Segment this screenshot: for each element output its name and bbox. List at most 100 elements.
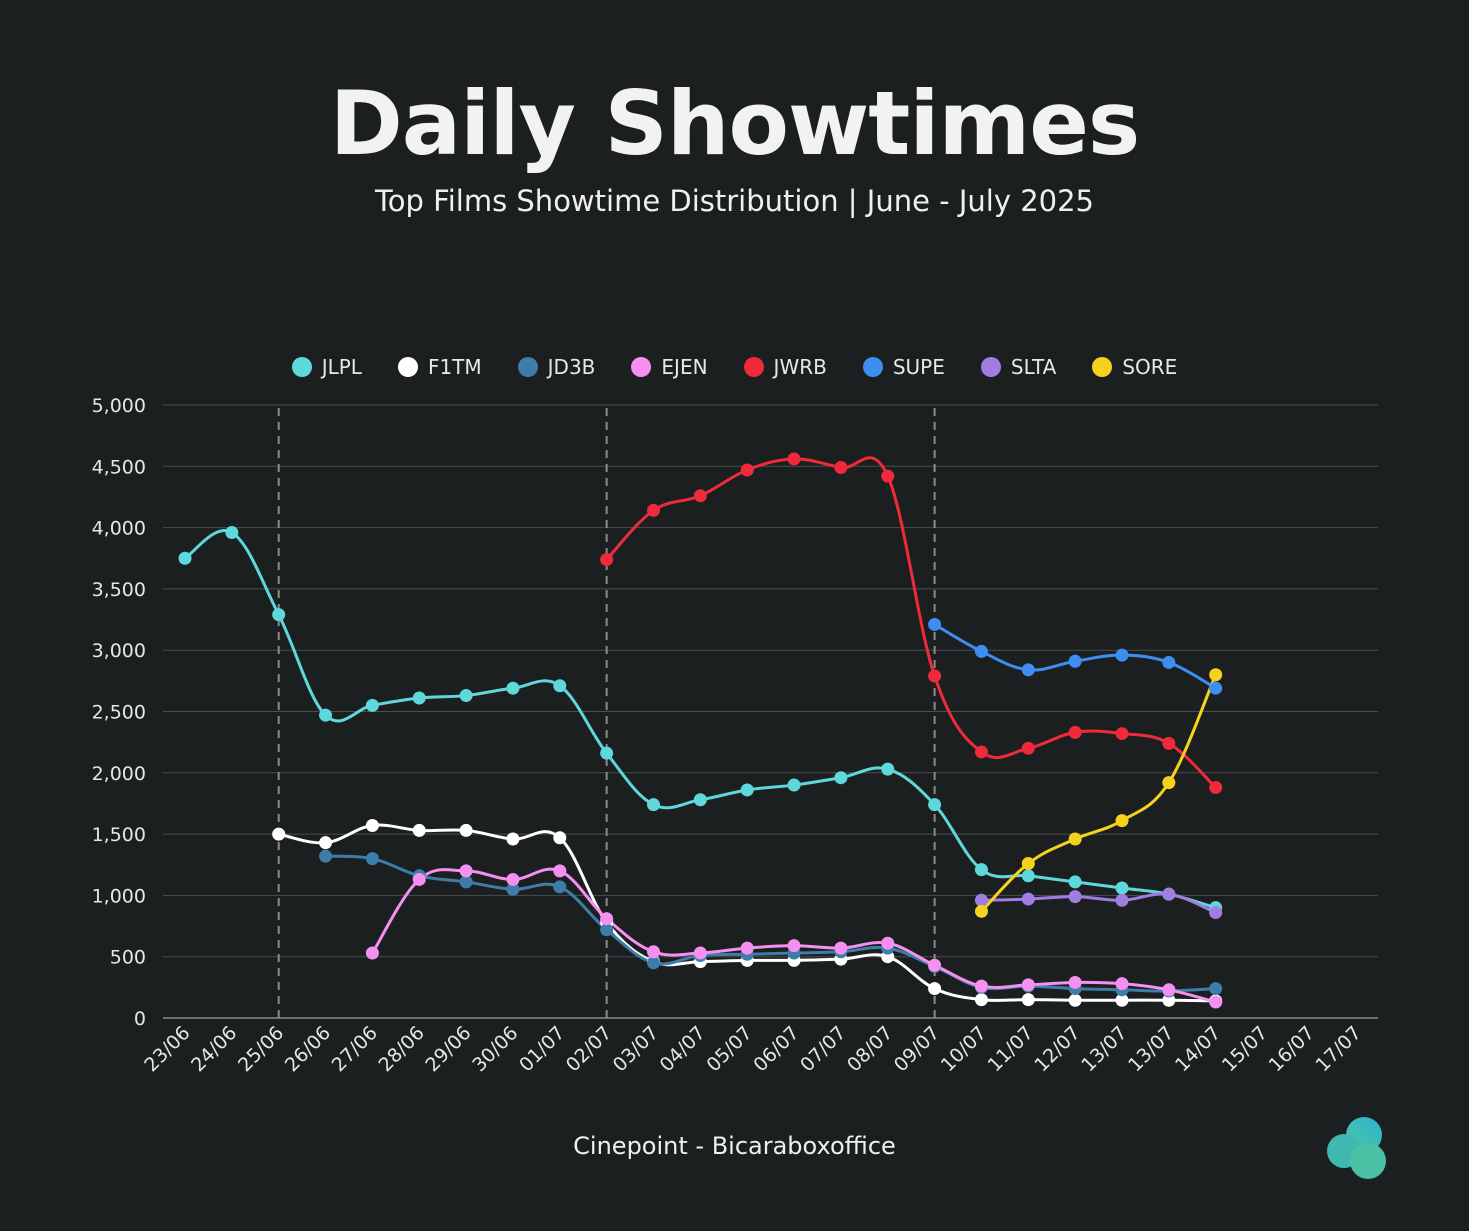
data-point-jlpl [974,863,988,877]
data-point-f1tm [319,836,333,850]
data-point-jwrb [1115,727,1129,741]
legend-dot-icon [397,357,418,377]
data-point-ejen [974,979,988,993]
y-tick-label: 0 [134,1008,146,1030]
data-point-f1tm [365,819,379,833]
data-point-jwrb [647,503,660,517]
data-point-slta [1115,893,1129,907]
y-tick-label: 2,500 [92,702,146,724]
y-tick-label: 3,500 [92,579,146,601]
data-point-jlpl [1115,881,1129,895]
legend-item-ejen[interactable]: EJEN [631,355,708,379]
data-point-jd3b [459,875,473,889]
data-point-jlpl [553,679,567,693]
source-credit: Cinepoint - Bicaraboxoffice [573,1132,896,1160]
data-point-ejen [553,864,567,878]
data-point-jwrb [1068,725,1082,739]
legend-dot-icon [1092,357,1113,377]
x-tick-label: 29/06 [421,1022,475,1076]
data-point-jd3b [506,882,520,896]
legend-label: JWRB [773,355,827,379]
legend-item-jwrb[interactable]: JWRB [743,355,827,379]
legend-dot-icon [517,357,538,377]
legend-label: SLTA [1010,355,1057,379]
data-point-jd3b [1209,982,1223,996]
data-point-ejen [693,946,707,960]
data-point-f1tm [412,823,426,837]
data-point-slta [1162,887,1176,901]
legend-item-sore[interactable]: SORE [1092,355,1177,379]
data-point-supe [1021,663,1035,677]
data-point-jlpl [600,746,614,760]
legend-item-jlpl[interactable]: JLPL [291,355,362,379]
data-point-f1tm [928,982,942,996]
data-point-slta [1021,892,1035,906]
data-point-ejen [459,864,473,878]
data-point-ejen [787,939,801,953]
chart-title: Daily Showtimes [329,72,1141,175]
legend-item-f1tm[interactable]: F1TM [397,355,482,379]
data-point-jd3b [319,849,333,863]
data-point-jlpl [272,608,286,622]
x-tick-label: 25/06 [234,1022,288,1076]
series-line-f1tm [278,823,1216,1003]
data-point-jlpl [506,681,520,695]
data-point-sore [1209,668,1223,682]
x-tick-label: 23/06 [140,1022,194,1076]
data-point-ejen [506,872,520,886]
data-point-jlpl [412,691,426,705]
series-line-jlpl [184,529,1217,910]
series-line-jd3b [325,854,1216,993]
data-point-jwrb [787,452,801,466]
x-tick-label: 10/07 [937,1022,991,1076]
x-tick-label: 30/06 [468,1022,522,1076]
x-tick-label: 04/07 [656,1022,710,1076]
data-point-jd3b [365,852,379,866]
data-point-jwrb [600,552,614,566]
legend-dot-icon [862,357,883,377]
data-point-jlpl [834,771,848,785]
x-tick-label: 07/07 [796,1022,850,1076]
data-point-ejen [1068,975,1082,989]
brand-logo-icon [1327,1117,1386,1179]
legend-label: SORE [1122,355,1178,379]
legend-dot-icon [291,357,312,377]
legend-item-slta[interactable]: SLTA [980,355,1057,379]
data-point-sore [974,904,988,918]
legend-label: F1TM [427,355,482,379]
data-point-jlpl [178,551,192,565]
data-point-jlpl [365,698,379,712]
data-point-jlpl [787,778,801,792]
data-point-jlpl [881,762,895,776]
data-point-f1tm [506,832,520,846]
legend-dot-icon [631,357,652,377]
x-tick-label: 02/07 [562,1022,616,1076]
data-point-ejen [365,946,379,960]
data-point-jwrb [1209,781,1223,795]
data-point-supe [1162,655,1176,669]
x-tick-label: 05/07 [702,1022,756,1076]
data-point-sore [1021,857,1035,871]
legend-item-jd3b[interactable]: JD3B [517,355,596,379]
x-tick-label: 15/07 [1218,1022,1272,1076]
legend-item-supe[interactable]: SUPE [862,355,945,379]
y-tick-label: 1,500 [92,824,146,846]
data-point-supe [974,644,988,658]
legend-label: SUPE [892,355,945,379]
x-tick-label: 26/06 [281,1022,335,1076]
data-point-jwrb [881,469,895,483]
x-tick-label: 16/07 [1265,1022,1319,1076]
data-point-jwrb [1021,741,1035,755]
y-tick-label: 500 [110,947,146,969]
data-point-ejen [1115,977,1129,991]
legend-label: JD3B [547,355,596,379]
data-point-ejen [647,945,660,959]
chart-legend: JLPL F1TM JD3B EJEN JWRB SUPE SLTA SORE [0,355,1469,379]
data-point-ejen [1209,995,1223,1009]
data-point-sore [1162,776,1176,790]
series-line-slta [981,892,1217,914]
y-tick-label: 5,000 [92,395,146,417]
data-point-ejen [412,872,426,886]
data-point-ejen [600,912,614,926]
data-point-jlpl [1068,875,1082,889]
